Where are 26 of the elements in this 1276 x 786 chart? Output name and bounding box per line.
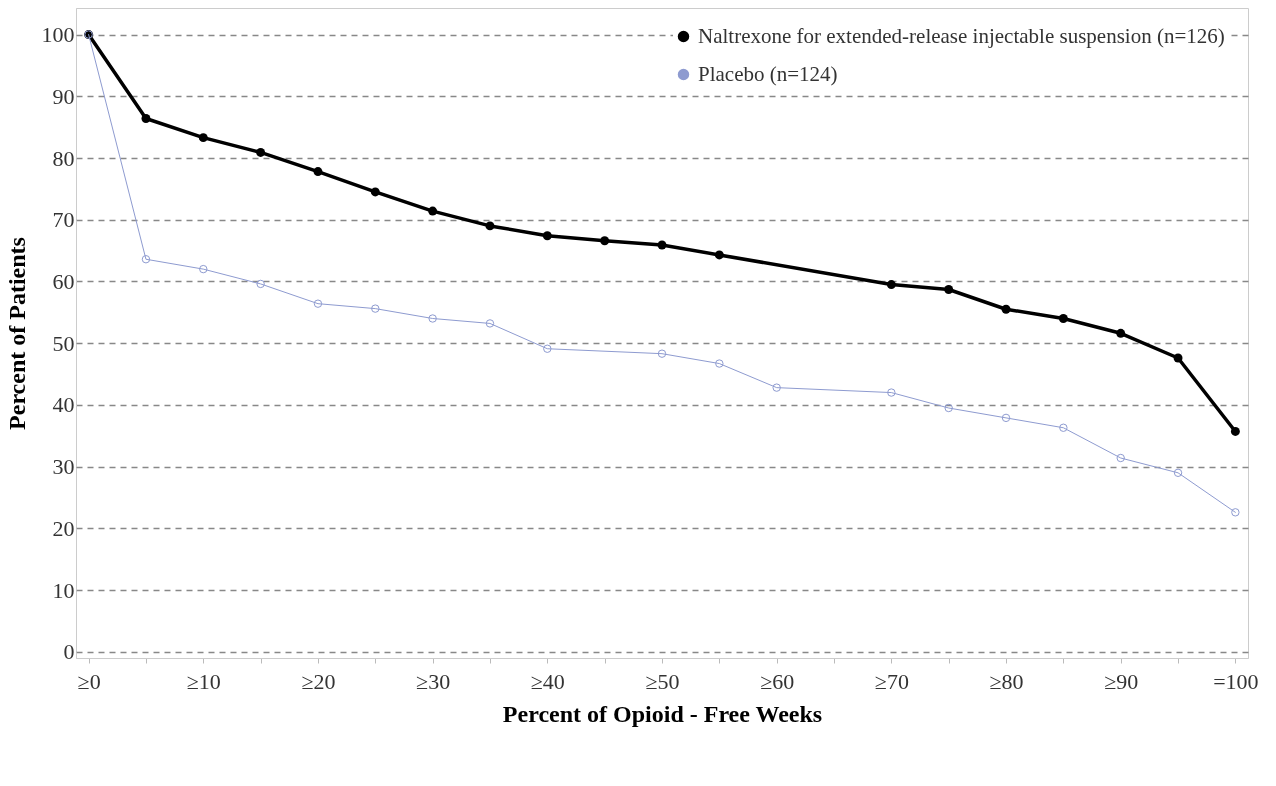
x-tick-label: ≥40 <box>530 668 565 694</box>
x-tick-label: ≥70 <box>874 668 909 694</box>
legend-label: Placebo (n=124) <box>698 61 838 86</box>
y-tick-label: 20 <box>52 515 75 541</box>
x-tick-label: =100 <box>1213 668 1259 694</box>
x-tick-label: ≥0 <box>77 668 101 694</box>
y-axis-title: Percent of Patients <box>3 237 30 430</box>
x-tick-label: ≥90 <box>1104 668 1139 694</box>
y-tick-label: 50 <box>52 330 75 356</box>
x-tick-label: ≥60 <box>760 668 795 694</box>
legend-label: Naltrexone for extended-release injectable suspension (n=126) <box>698 23 1225 48</box>
x-tick-label: ≥50 <box>645 668 680 694</box>
x-tick-label: ≥20 <box>301 668 336 694</box>
x-axis-title: Percent of Opioid - Free Weeks <box>502 700 823 727</box>
y-tick-label: 90 <box>52 83 75 109</box>
y-tick-label: 40 <box>52 392 75 418</box>
x-tick-label: ≥30 <box>416 668 451 694</box>
y-tick-label: 30 <box>52 454 75 480</box>
x-tick-label: ≥10 <box>186 668 221 694</box>
y-tick-label: 0 <box>63 639 75 665</box>
x-tick-label: ≥80 <box>989 668 1024 694</box>
y-tick-label: 10 <box>52 577 75 603</box>
y-tick-label: 80 <box>52 145 75 171</box>
y-tick-label: 70 <box>52 207 75 233</box>
y-tick-label: 60 <box>52 268 75 294</box>
y-tick-label: 100 <box>41 22 75 48</box>
